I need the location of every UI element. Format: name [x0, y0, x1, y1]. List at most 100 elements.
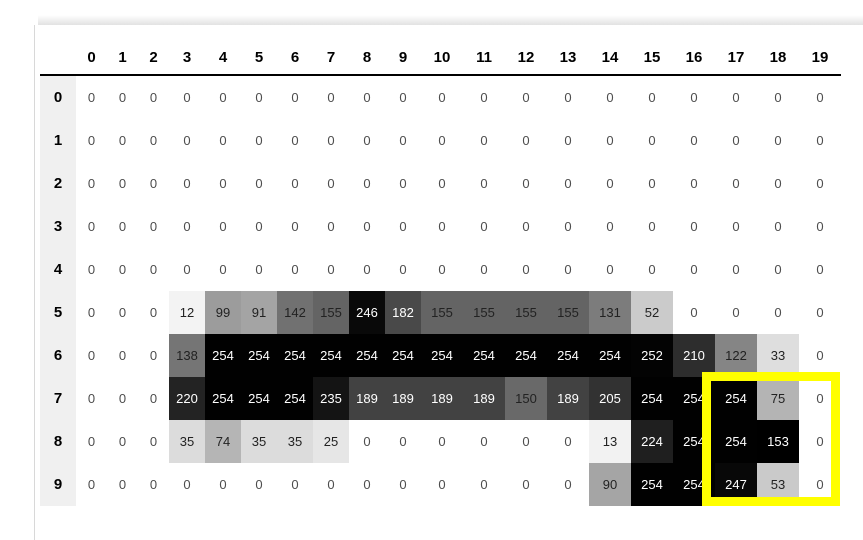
pixel-cell: 0 [385, 420, 421, 463]
col-header: 10 [421, 40, 463, 76]
pixel-cell: 254 [631, 377, 673, 420]
pixel-value-table: 0 1 2 3 4 5 6 7 8 9 10 11 12 13 14 15 16 17 18 19 0 0 0 0 0 0 0 0 0 0… [40, 40, 841, 506]
pixel-cell: 0 [138, 420, 169, 463]
col-header: 19 [799, 40, 841, 76]
pixel-cell: 254 [589, 334, 631, 377]
pixel-cell: 0 [138, 334, 169, 377]
pixel-cell: 0 [631, 119, 673, 162]
pixel-cell: 0 [673, 248, 715, 291]
pixel-cell: 0 [715, 248, 757, 291]
pixel-cell: 0 [76, 205, 107, 248]
row-header: 9 [40, 463, 76, 506]
pixel-cell: 0 [589, 119, 631, 162]
pixel-cell: 254 [205, 334, 241, 377]
pixel-cell: 0 [385, 205, 421, 248]
pixel-cell: 0 [757, 291, 799, 334]
pixel-cell: 74 [205, 420, 241, 463]
table-row: 7 0 0 0 220 254 254 254 235 189 189 189 189 150 189 205… [40, 377, 841, 420]
pixel-cell: 0 [277, 162, 313, 205]
pixel-cell: 0 [505, 463, 547, 506]
pixel-cell: 0 [205, 75, 241, 119]
column-header-row: 0 1 2 3 4 5 6 7 8 9 10 11 12 13 14 15 16 17 18 19 [40, 40, 841, 76]
pixel-cell: 0 [205, 119, 241, 162]
pixel-cell: 0 [799, 205, 841, 248]
pixel-cell: 189 [463, 377, 505, 420]
pixel-cell: 0 [757, 162, 799, 205]
pixel-cell: 0 [313, 205, 349, 248]
pixel-cell: 189 [547, 377, 589, 420]
pixel-cell: 0 [421, 119, 463, 162]
pixel-cell: 0 [313, 119, 349, 162]
pixel-cell: 0 [631, 162, 673, 205]
pixel-cell: 0 [169, 75, 205, 119]
pixel-cell: 0 [799, 119, 841, 162]
col-header: 12 [505, 40, 547, 76]
pixel-cell: 0 [505, 205, 547, 248]
pixel-cell: 0 [505, 162, 547, 205]
pixel-cell: 0 [349, 420, 385, 463]
pixel-cell: 0 [385, 119, 421, 162]
col-header: 2 [138, 40, 169, 76]
pixel-cell: 0 [421, 420, 463, 463]
pixel-cell: 0 [799, 463, 841, 506]
pixel-cell: 0 [138, 162, 169, 205]
row-header: 1 [40, 119, 76, 162]
col-header: 9 [385, 40, 421, 76]
pixel-cell: 0 [673, 291, 715, 334]
pixel-cell: 0 [463, 205, 505, 248]
pixel-cell: 0 [76, 334, 107, 377]
pixel-cell: 0 [421, 248, 463, 291]
pixel-cell: 0 [631, 205, 673, 248]
pixel-cell: 0 [76, 162, 107, 205]
pixel-cell: 254 [241, 377, 277, 420]
pixel-cell: 0 [313, 162, 349, 205]
pixel-cell: 254 [673, 377, 715, 420]
pixel-cell: 235 [313, 377, 349, 420]
pixel-cell: 0 [349, 75, 385, 119]
pixel-cell: 0 [673, 75, 715, 119]
pixel-cell: 52 [631, 291, 673, 334]
pixel-cell: 0 [589, 205, 631, 248]
pixel-cell: 0 [715, 291, 757, 334]
col-header: 16 [673, 40, 715, 76]
pixel-cell: 0 [799, 291, 841, 334]
pixel-cell: 53 [757, 463, 799, 506]
pixel-cell: 0 [673, 162, 715, 205]
pixel-cell: 0 [205, 162, 241, 205]
pixel-cell: 0 [241, 248, 277, 291]
pixel-cell: 155 [505, 291, 547, 334]
pixel-cell: 0 [76, 75, 107, 119]
pixel-cell: 131 [589, 291, 631, 334]
pixel-cell: 0 [547, 463, 589, 506]
pixel-cell: 0 [138, 463, 169, 506]
pixel-cell: 0 [463, 119, 505, 162]
pixel-cell: 0 [277, 119, 313, 162]
pixel-cell: 0 [463, 162, 505, 205]
pixel-cell: 0 [757, 248, 799, 291]
pixel-cell: 0 [76, 119, 107, 162]
pixel-cell: 0 [421, 75, 463, 119]
pixel-cell: 0 [277, 75, 313, 119]
pixel-cell: 0 [799, 377, 841, 420]
col-header: 5 [241, 40, 277, 76]
pixel-cell: 0 [799, 420, 841, 463]
pixel-cell: 0 [463, 463, 505, 506]
pixel-cell: 0 [107, 162, 138, 205]
pixel-cell: 0 [241, 75, 277, 119]
pixel-cell: 254 [631, 463, 673, 506]
pixel-cell: 0 [349, 463, 385, 506]
pixel-cell: 0 [673, 205, 715, 248]
pixel-cell: 0 [241, 463, 277, 506]
pixel-cell: 254 [715, 420, 757, 463]
pixel-cell: 0 [241, 205, 277, 248]
pixel-cell: 155 [463, 291, 505, 334]
pixel-cell: 155 [547, 291, 589, 334]
col-header: 18 [757, 40, 799, 76]
pixel-cell: 33 [757, 334, 799, 377]
table-row: 9 0 0 0 0 0 0 0 0 0 0 0 0 0 0 90 254 254 247 53 0 [40, 463, 841, 506]
pixel-cell: 254 [673, 420, 715, 463]
pixel-cell: 99 [205, 291, 241, 334]
pixel-cell: 150 [505, 377, 547, 420]
pixel-cell: 0 [349, 162, 385, 205]
